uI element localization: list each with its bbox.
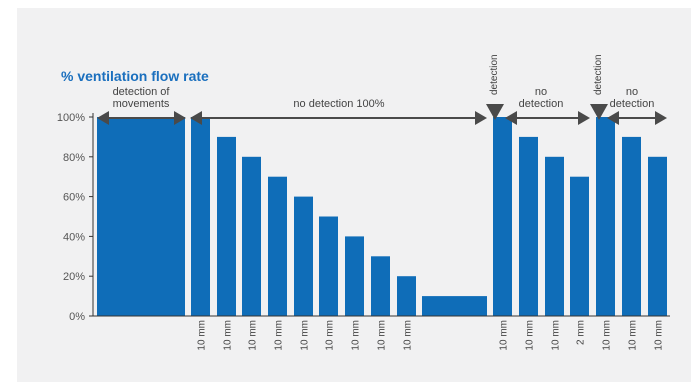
x-tick-label: 10 mm: [325, 320, 336, 351]
x-tick-label: 10 mm: [499, 320, 510, 351]
label-detection-2: detection: [593, 54, 604, 95]
chart-title: % ventilation flow rate: [61, 68, 209, 84]
bar: [519, 136, 538, 316]
x-tick-label: 10 mm: [654, 320, 665, 351]
arrow-no-detection-2: [607, 111, 667, 125]
y-tick-label: 60%: [63, 192, 85, 204]
x-tick-label: 10 mm: [300, 320, 311, 351]
y-tick-label: 80%: [63, 152, 85, 164]
bar: [397, 276, 416, 316]
y-tick-label: 0%: [69, 311, 85, 323]
x-tick-label: 10 mm: [377, 320, 388, 351]
x-tick-label: 2 mm: [576, 320, 587, 345]
bar: [268, 176, 287, 316]
x-tick-label: 10 mm: [223, 320, 234, 351]
label-detection-of-movements: movements: [113, 98, 170, 110]
bar: [371, 256, 390, 316]
bar: [570, 176, 589, 316]
x-tick-label: 10 mm: [403, 320, 414, 351]
bar: [622, 136, 641, 316]
bar: [422, 296, 487, 316]
x-tick-label: 10 mm: [551, 320, 562, 351]
bar: [97, 117, 185, 316]
bar: [242, 156, 261, 316]
x-tick-label: 10 mm: [602, 320, 613, 351]
x-tick-label: 10 mm: [525, 320, 536, 351]
x-tick-label: 10 mm: [351, 320, 362, 351]
bar: [648, 156, 667, 316]
x-tick-label: 10 mm: [248, 320, 259, 351]
arrow-no-detection-1: [505, 111, 590, 125]
label-no-detection-1: detection: [519, 98, 564, 110]
bar: [493, 117, 512, 316]
bar: [217, 136, 236, 316]
x-tick-label: 10 mm: [197, 320, 208, 351]
x-tick-label: 10 mm: [274, 320, 285, 351]
label-no-detection-2: no: [626, 86, 638, 98]
label-no-detection-1: no: [535, 86, 547, 98]
bar: [191, 117, 210, 316]
x-tick-label: 10 mm: [628, 320, 639, 351]
detection-marker-1: [486, 104, 504, 120]
bar: [596, 117, 615, 316]
bar: [545, 156, 564, 316]
bar: [345, 236, 364, 316]
bar-chart: 10 mm 10 mm 10 mm 10 mm 10 mm 10 mm 10 mm 10 mm…: [57, 54, 670, 351]
chart-panel: % ventilation flow rate 10 mm 10 mm 10 mm 1…: [17, 8, 691, 382]
detection-marker-2: [590, 104, 608, 120]
bar: [319, 216, 338, 316]
label-detection-of-movements: detection of: [113, 86, 171, 98]
y-tick-label: 20%: [63, 271, 85, 283]
arrow-detection-of-movements: [97, 111, 186, 125]
label-no-detection-100: no detection 100%: [293, 98, 384, 110]
label-no-detection-2: detection: [610, 98, 655, 110]
bar: [294, 196, 313, 316]
label-detection-1: detection: [489, 54, 500, 95]
y-tick-label: 100%: [57, 112, 85, 124]
arrow-no-detection-100: [190, 111, 487, 125]
y-tick-label: 40%: [63, 231, 85, 243]
